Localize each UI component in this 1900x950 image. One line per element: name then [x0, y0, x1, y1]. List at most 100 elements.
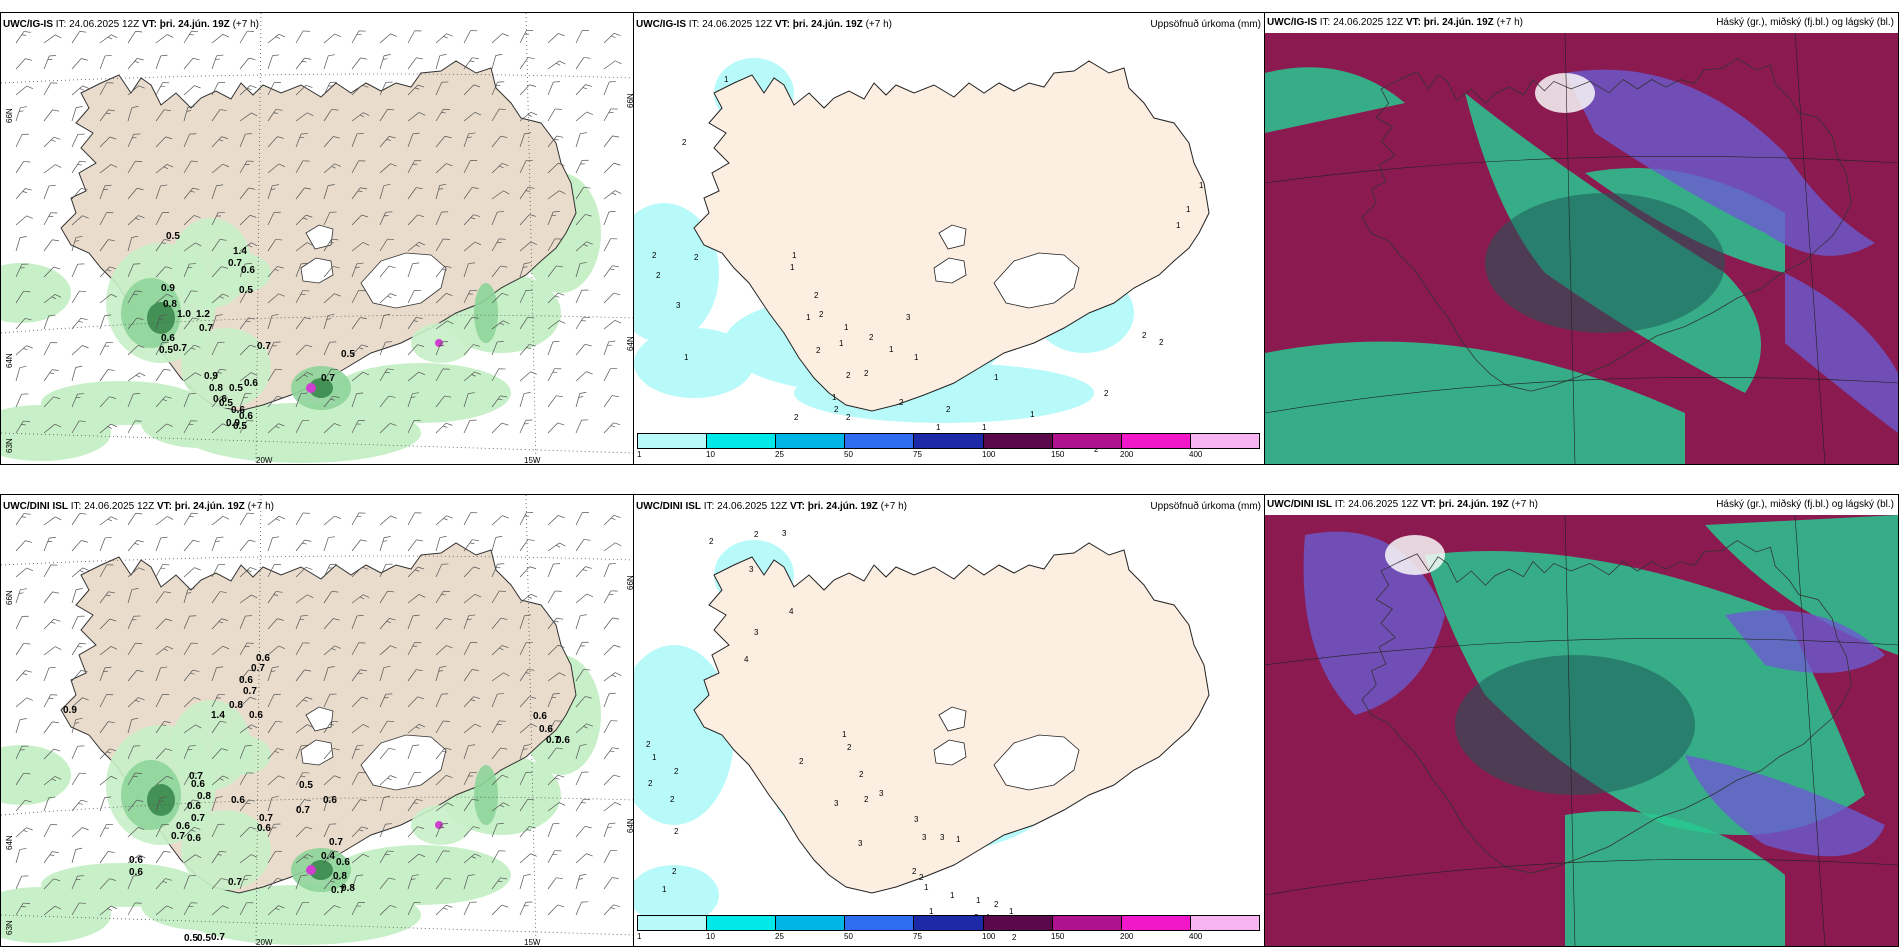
wind-barb	[267, 368, 283, 382]
wind-barb	[603, 644, 621, 656]
colorbar-segment	[637, 915, 708, 931]
wind-barb	[43, 294, 62, 304]
precip-value-label: 0.5	[159, 345, 173, 356]
low-cloud-layer	[1565, 69, 1875, 256]
wind-barb	[127, 697, 145, 708]
wind-barb	[183, 772, 198, 786]
wind-barb	[43, 851, 59, 864]
accum-value-label: 1	[790, 263, 795, 272]
colorbar-segment	[1120, 433, 1191, 449]
wind-barb	[407, 187, 423, 200]
wind-barb	[155, 396, 172, 408]
wind-barb	[267, 666, 279, 682]
accum-value-label: 1	[976, 896, 981, 905]
wind-barb	[407, 214, 425, 226]
wind-barb	[295, 594, 314, 604]
wind-barb	[99, 694, 114, 708]
precip-value-label: 1.0	[177, 309, 191, 320]
wind-barb	[127, 854, 146, 864]
wind-barb	[183, 263, 197, 278]
wind-barb	[435, 54, 447, 70]
wind-barb	[519, 874, 531, 890]
glacier-vatnajokull	[993, 734, 1080, 791]
accum-value-label: 2	[814, 291, 819, 300]
colorbar	[637, 915, 1260, 931]
wind-barb	[519, 111, 538, 122]
wind-barb	[323, 618, 340, 630]
precip-area-sea	[1, 263, 71, 323]
accum-value-label: 2	[1094, 445, 1099, 454]
wind-barb	[603, 590, 618, 604]
wind-barb	[267, 618, 284, 630]
wind-barb	[435, 823, 448, 838]
precip-area-sea	[1, 745, 71, 805]
wind-barb	[211, 645, 230, 656]
precip-value-label: 0.7	[171, 831, 185, 842]
wind-barb	[491, 617, 508, 630]
vt-label: VT:	[141, 19, 157, 30]
precip-value-label: 0.7	[329, 837, 343, 848]
wind-barb	[547, 33, 565, 44]
wind-barb	[155, 136, 173, 148]
accum-value-label: 3	[834, 799, 839, 808]
wind-barb	[155, 694, 170, 708]
wind-barb	[491, 590, 506, 604]
wind-barb	[379, 645, 397, 656]
wind-barb	[379, 515, 397, 526]
glacier-langjokull	[300, 257, 334, 284]
wind-barb	[547, 190, 566, 200]
wind-barb	[71, 875, 85, 890]
colorbar-label: 100	[982, 450, 996, 459]
wind-barb	[295, 372, 314, 382]
wind-barb	[407, 566, 425, 578]
wind-barb	[43, 776, 62, 786]
wind-barb	[155, 293, 174, 304]
accum-value-label: 2	[648, 779, 653, 788]
wind-barb	[155, 536, 168, 552]
wind-barb	[407, 371, 426, 382]
wind-barb	[463, 241, 482, 252]
wind-barb	[435, 368, 450, 382]
wind-barb	[267, 211, 281, 226]
wind-barb	[295, 392, 308, 408]
glacier-langjokull	[933, 257, 967, 284]
wind-barb	[15, 133, 29, 148]
wind-barb	[127, 799, 144, 812]
accum-value-label: 1	[929, 907, 934, 916]
panel-header: UWC/DINI ISL IT: 24.06.2025 12Z VT: þri.…	[636, 501, 907, 512]
panel-header: UWC/DINI ISL IT: 24.06.2025 12Z VT: þri.…	[1267, 499, 1538, 510]
vt-value: þri. 24.jún. 19Z	[792, 19, 863, 30]
wind-barb	[99, 905, 118, 916]
wind-barb	[183, 724, 202, 734]
accum-value-label: 2	[670, 795, 675, 804]
wind-barb	[127, 85, 145, 96]
wind-barb	[211, 293, 229, 304]
wind-barb	[267, 645, 286, 656]
colorbar-label: 1	[637, 932, 642, 941]
lead-time: (+7 h)	[1511, 499, 1538, 510]
glacier-vatnajokull	[360, 252, 447, 309]
wind-barb	[491, 292, 509, 304]
graticule-line	[1, 914, 634, 936]
wind-barb	[519, 289, 533, 304]
wind-barb	[43, 646, 62, 656]
wind-barb	[547, 515, 565, 526]
wind-barb	[547, 340, 560, 356]
wind-barb	[71, 160, 87, 174]
wind-barb	[519, 419, 533, 434]
wind-barb	[407, 132, 420, 148]
low-cloud-layer	[1685, 755, 1885, 857]
wind-barb	[491, 395, 508, 408]
wind-barb	[71, 215, 89, 226]
wind-barb	[15, 718, 27, 734]
wind-barb	[323, 536, 335, 552]
wind-barb	[575, 241, 593, 252]
wind-barb	[519, 57, 535, 70]
wind-barb	[211, 212, 225, 226]
panel-title-right: Uppsöfnuð úrkoma (mm)	[1150, 19, 1261, 30]
wind-barb	[15, 160, 31, 174]
wind-barb	[379, 265, 396, 278]
precip-value-label: 0.5	[219, 398, 233, 409]
precip-value-label: 0.7	[173, 343, 187, 354]
wind-barb	[547, 81, 561, 96]
